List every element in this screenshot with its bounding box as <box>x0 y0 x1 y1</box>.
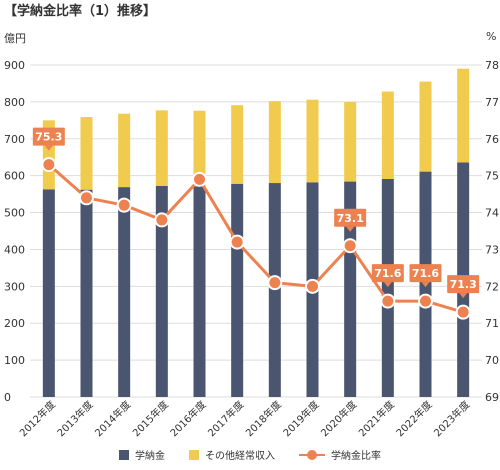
data-label: 73.1 <box>337 212 364 225</box>
y-left-tick-label: 0 <box>4 391 11 404</box>
bar-other-income <box>268 101 281 184</box>
bar-other-income <box>193 110 206 187</box>
data-label-pointer <box>459 293 468 299</box>
data-label: 75.3 <box>35 131 62 144</box>
point-tuition-ratio <box>305 278 320 294</box>
data-label-pointer <box>383 282 392 288</box>
data-label-box <box>447 275 480 294</box>
y-left-tick-label: 300 <box>4 280 25 293</box>
legend-swatch-other-income <box>189 449 199 460</box>
x-tick-label: 2019年度 <box>280 398 321 439</box>
bar-other-income <box>118 113 131 188</box>
point-tuition-ratio <box>455 304 471 320</box>
point-tuition-ratio <box>229 234 245 250</box>
legend-label-other-income: その他経常収入 <box>205 451 275 462</box>
point-tuition-ratio <box>192 171 207 187</box>
bar-tuition <box>42 189 55 397</box>
x-tick-label: 2014年度 <box>92 398 133 439</box>
x-tick-label: 2022年度 <box>393 398 434 439</box>
data-label-box <box>32 127 65 146</box>
point-tuition-ratio <box>342 238 358 254</box>
data-label-pointer <box>44 145 53 151</box>
y-right-tick-label: 76 <box>485 133 499 146</box>
x-tick-label: 2018年度 <box>243 398 284 439</box>
line-tuition-ratio <box>47 163 464 314</box>
bar-tuition <box>231 183 244 397</box>
x-tick-label: 2013年度 <box>54 398 95 439</box>
data-label-pointer <box>346 226 355 232</box>
legend-item-other-income: その他経常収入 <box>189 447 275 462</box>
y-right-tick-label: 69 <box>485 391 499 404</box>
bar-other-income <box>344 101 357 182</box>
y-left-tick-label: 200 <box>4 317 25 330</box>
y-left-tick-label: 100 <box>4 354 25 367</box>
bar-tuition <box>118 187 131 397</box>
legend-item-tuition: 学納金 <box>119 447 165 462</box>
point-tuition-ratio <box>79 190 94 206</box>
bar-other-income <box>231 105 244 184</box>
bar-other-income <box>80 117 93 190</box>
point-tuition-ratio <box>267 275 283 291</box>
point-tuition-ratio <box>41 157 57 173</box>
point-tuition-ratio <box>418 293 433 309</box>
chart-title: 【学納金比率（1）推移】 <box>4 4 157 19</box>
x-tick-label: 2016年度 <box>167 398 208 439</box>
bar-other-income <box>155 110 168 186</box>
legend-swatch-tuition-ratio <box>299 449 325 460</box>
point-tuition-ratio <box>154 212 170 228</box>
y-left-tick-label: 500 <box>4 207 25 220</box>
data-label-box <box>334 208 367 227</box>
bar-tuition <box>381 178 394 397</box>
x-tick-label: 2021年度 <box>356 398 397 439</box>
y-right-tick-label: 70 <box>485 354 499 367</box>
data-label: 71.3 <box>450 278 477 291</box>
bar-other-income <box>306 99 319 183</box>
left-axis-unit: 億円 <box>4 32 26 45</box>
data-label: 71.6 <box>412 267 439 280</box>
bar-other-income <box>457 68 470 163</box>
x-tick-label: 2015年度 <box>130 398 171 439</box>
legend-label-tuition: 学納金 <box>135 451 165 462</box>
y-left-tick-label: 900 <box>4 59 25 72</box>
bar-tuition <box>155 185 168 397</box>
y-right-tick-label: 78 <box>485 59 499 72</box>
y-left-tick-label: 800 <box>4 96 25 109</box>
data-label: 71.6 <box>374 267 401 280</box>
legend-label-tuition-ratio: 学納金比率 <box>331 451 381 462</box>
data-label-box <box>409 264 442 283</box>
y-right-tick-label: 77 <box>485 96 499 109</box>
chart-legend: 学納金 その他経常収入 学納金比率 <box>0 447 500 462</box>
bar-tuition <box>193 186 206 397</box>
x-tick-label: 2023年度 <box>431 398 472 439</box>
right-axis-unit: % <box>486 30 497 43</box>
bar-tuition <box>344 181 357 397</box>
point-tuition-ratio <box>116 197 132 213</box>
bar-other-income <box>419 81 432 172</box>
y-right-tick-label: 71 <box>485 317 499 330</box>
point-tuition-ratio <box>380 293 396 309</box>
y-left-tick-label: 400 <box>4 243 25 256</box>
data-label-box <box>371 264 404 283</box>
y-right-tick-label: 73 <box>485 243 499 256</box>
y-left-tick-label: 700 <box>4 133 25 146</box>
y-right-tick-label: 74 <box>485 207 499 220</box>
x-tick-label: 2017年度 <box>205 398 246 439</box>
bar-other-income <box>381 91 394 179</box>
bar-tuition <box>80 189 93 397</box>
y-right-tick-label: 72 <box>485 280 499 293</box>
x-tick-label: 2020年度 <box>318 398 359 439</box>
legend-item-tuition-ratio: 学納金比率 <box>299 447 381 462</box>
y-left-tick-label: 600 <box>4 170 25 183</box>
y-right-tick-label: 75 <box>485 170 499 183</box>
x-tick-label: 2012年度 <box>17 398 58 439</box>
data-label-pointer <box>421 282 430 288</box>
legend-swatch-tuition <box>119 449 129 460</box>
